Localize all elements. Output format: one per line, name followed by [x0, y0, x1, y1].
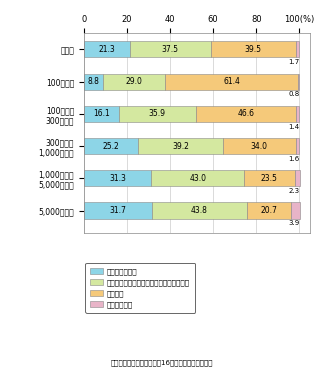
Bar	[196, 106, 296, 122]
Bar	[84, 106, 119, 122]
Text: 31.3: 31.3	[109, 174, 126, 183]
Text: 2.3: 2.3	[288, 188, 299, 194]
Bar	[296, 138, 299, 154]
Bar	[295, 170, 299, 186]
Text: 3.9: 3.9	[288, 220, 299, 226]
Bar	[223, 138, 296, 154]
Text: 1.6: 1.6	[288, 156, 299, 162]
Bar	[84, 41, 130, 57]
Bar	[130, 41, 211, 57]
Bar	[103, 74, 165, 90]
Bar	[246, 202, 291, 219]
Text: 23.5: 23.5	[261, 174, 278, 183]
Text: 1.4: 1.4	[288, 124, 299, 130]
Bar	[119, 106, 196, 122]
Bar	[84, 138, 138, 154]
Text: 0.8: 0.8	[288, 91, 299, 97]
Text: 20.7: 20.7	[260, 206, 277, 215]
Bar	[211, 41, 296, 57]
Bar	[84, 74, 103, 90]
Text: 34.0: 34.0	[251, 142, 268, 151]
Text: 16.1: 16.1	[93, 110, 110, 118]
Bar	[165, 74, 297, 90]
Bar	[151, 170, 244, 186]
Text: 31.7: 31.7	[110, 206, 127, 215]
Bar	[296, 106, 299, 122]
Text: 35.9: 35.9	[149, 110, 166, 118]
Bar	[244, 170, 295, 186]
Bar	[297, 74, 299, 90]
Text: 61.4: 61.4	[223, 77, 240, 86]
Bar	[291, 202, 299, 219]
Text: 39.5: 39.5	[245, 45, 262, 54]
Bar	[84, 170, 151, 186]
Bar	[138, 138, 223, 154]
Bar	[296, 41, 299, 57]
Text: 21.3: 21.3	[99, 45, 115, 54]
Text: 46.6: 46.6	[238, 110, 255, 118]
Text: 43.0: 43.0	[189, 174, 206, 183]
Bar	[152, 202, 246, 219]
Legend: メインフレーム, オフコン・ミニコン・ワークステーション, パソコン, モバイル端末: メインフレーム, オフコン・ミニコン・ワークステーション, パソコン, モバイル…	[85, 263, 195, 313]
Text: 8.8: 8.8	[88, 77, 99, 86]
Text: 1.7: 1.7	[288, 59, 299, 65]
Text: （出典）経済産業省「平成16年情報処理実態調査」: （出典）経済産業省「平成16年情報処理実態調査」	[110, 360, 213, 366]
Text: 39.2: 39.2	[172, 142, 189, 151]
Text: 29.0: 29.0	[126, 77, 142, 86]
Bar	[84, 202, 152, 219]
Text: 43.8: 43.8	[191, 206, 208, 215]
Text: 25.2: 25.2	[103, 142, 120, 151]
Text: 37.5: 37.5	[162, 45, 179, 54]
